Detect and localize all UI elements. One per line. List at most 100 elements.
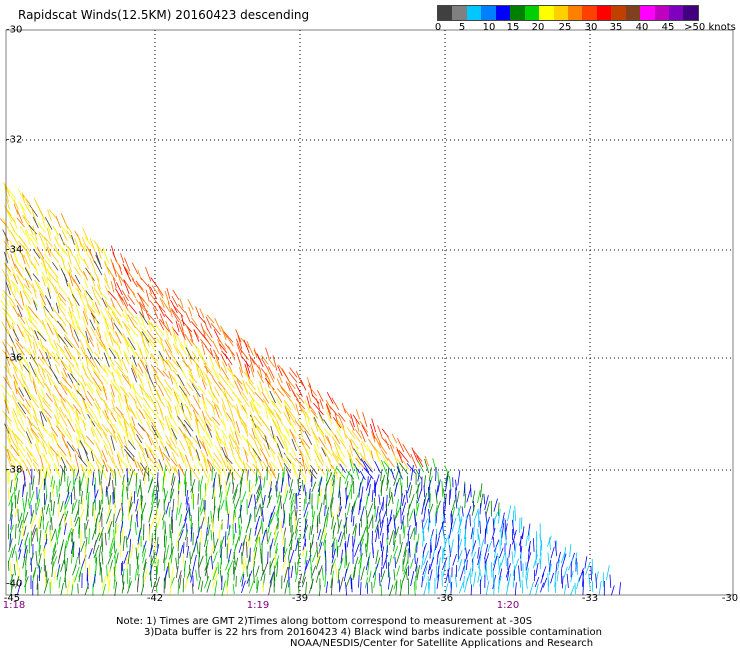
wind-barb xyxy=(83,307,89,321)
wind-barb xyxy=(6,454,12,467)
wind-barb xyxy=(11,346,17,363)
wind-barb xyxy=(267,369,275,383)
wind-barb xyxy=(261,358,270,371)
wind-barb xyxy=(12,329,20,342)
wind-barb xyxy=(56,485,58,498)
wind-barb xyxy=(242,421,249,437)
wind-barb xyxy=(492,553,499,566)
wind-barb xyxy=(423,506,427,522)
wind-barb xyxy=(393,470,399,487)
colorbar-swatch xyxy=(510,6,525,20)
wind-barb xyxy=(187,354,193,365)
wind-barb xyxy=(27,334,33,349)
wind-barb xyxy=(609,574,612,588)
wind-barb xyxy=(540,539,543,551)
wind-barb xyxy=(108,356,115,366)
wind-barb xyxy=(123,550,129,565)
wind-barb xyxy=(94,454,103,467)
wind-barb xyxy=(131,278,138,288)
wind-barb xyxy=(188,509,191,522)
wind-barb xyxy=(388,529,394,546)
wind-barb xyxy=(338,485,341,498)
wind-barb xyxy=(331,558,336,570)
wind-barb xyxy=(190,466,200,480)
wind-barb xyxy=(184,510,188,522)
wind-barb xyxy=(194,344,201,355)
wind-barb xyxy=(57,295,67,306)
wind-barb xyxy=(428,467,432,482)
wind-barb xyxy=(26,279,38,293)
wind-barb xyxy=(149,300,159,312)
wind-barb xyxy=(73,279,82,293)
wind-barb xyxy=(236,411,243,426)
wind-barb xyxy=(57,320,66,332)
wind-barb xyxy=(375,433,382,446)
wind-barb xyxy=(542,577,548,588)
wind-barb xyxy=(137,362,144,374)
wind-barb xyxy=(501,522,505,539)
wind-barb xyxy=(101,537,104,552)
wind-barb xyxy=(86,390,95,402)
wind-barb xyxy=(99,341,109,354)
wind-barb xyxy=(133,491,136,504)
wind-barb xyxy=(338,579,341,593)
wind-barb xyxy=(511,551,514,564)
wind-barb xyxy=(324,573,327,588)
wind-barb xyxy=(150,464,158,474)
wind-barb xyxy=(42,345,52,356)
wind-barb xyxy=(310,465,318,475)
wind-barb xyxy=(190,546,196,560)
wind-barb xyxy=(360,486,364,503)
wind-barb xyxy=(17,313,26,324)
wind-barb xyxy=(96,243,102,260)
wind-barb xyxy=(248,391,255,402)
wind-barb xyxy=(86,366,94,379)
wind-barb xyxy=(118,275,123,287)
wind-barb xyxy=(477,569,481,583)
wind-barb xyxy=(331,537,336,548)
wind-barb xyxy=(98,469,101,486)
wind-barb xyxy=(110,307,117,317)
wind-barb xyxy=(114,259,122,269)
wind-barb xyxy=(85,519,89,530)
wind-barb xyxy=(39,209,46,221)
wind-barb xyxy=(325,513,329,528)
wind-barb xyxy=(260,485,262,498)
wind-barb xyxy=(46,246,51,257)
wind-barb xyxy=(101,449,108,463)
wind-barb xyxy=(139,385,150,398)
wind-barb xyxy=(21,192,26,204)
wind-barb xyxy=(270,511,276,524)
wind-barb xyxy=(192,395,201,410)
wind-barb xyxy=(295,457,304,467)
wind-barb xyxy=(207,449,215,464)
wind-barb xyxy=(179,381,185,392)
wind-barb xyxy=(477,550,482,566)
wind-barb xyxy=(70,542,74,554)
wind-barb xyxy=(275,542,278,554)
wind-barb xyxy=(67,401,75,414)
wind-barb xyxy=(16,209,23,223)
wind-barb xyxy=(163,551,166,563)
wind-barb xyxy=(277,373,283,384)
wind-barb xyxy=(505,563,511,578)
wind-barb xyxy=(50,550,57,565)
wind-barb xyxy=(207,433,213,446)
wind-barb xyxy=(37,419,47,432)
wind-barb xyxy=(185,481,187,497)
colorbar-label: 40 xyxy=(635,22,649,33)
wind-barb xyxy=(217,562,219,575)
wind-barb xyxy=(16,559,19,571)
wind-barb xyxy=(264,402,275,416)
wind-barb xyxy=(342,426,347,440)
wind-barb xyxy=(396,462,401,475)
wind-barb xyxy=(93,240,104,254)
wind-barb xyxy=(389,509,393,522)
wind-barb xyxy=(333,465,339,480)
wind-barb xyxy=(26,427,34,440)
wind-barb xyxy=(262,437,270,446)
wind-barb xyxy=(226,574,229,588)
wind-barb xyxy=(46,278,51,293)
wind-barb xyxy=(351,502,356,515)
wind-barb xyxy=(74,320,82,331)
